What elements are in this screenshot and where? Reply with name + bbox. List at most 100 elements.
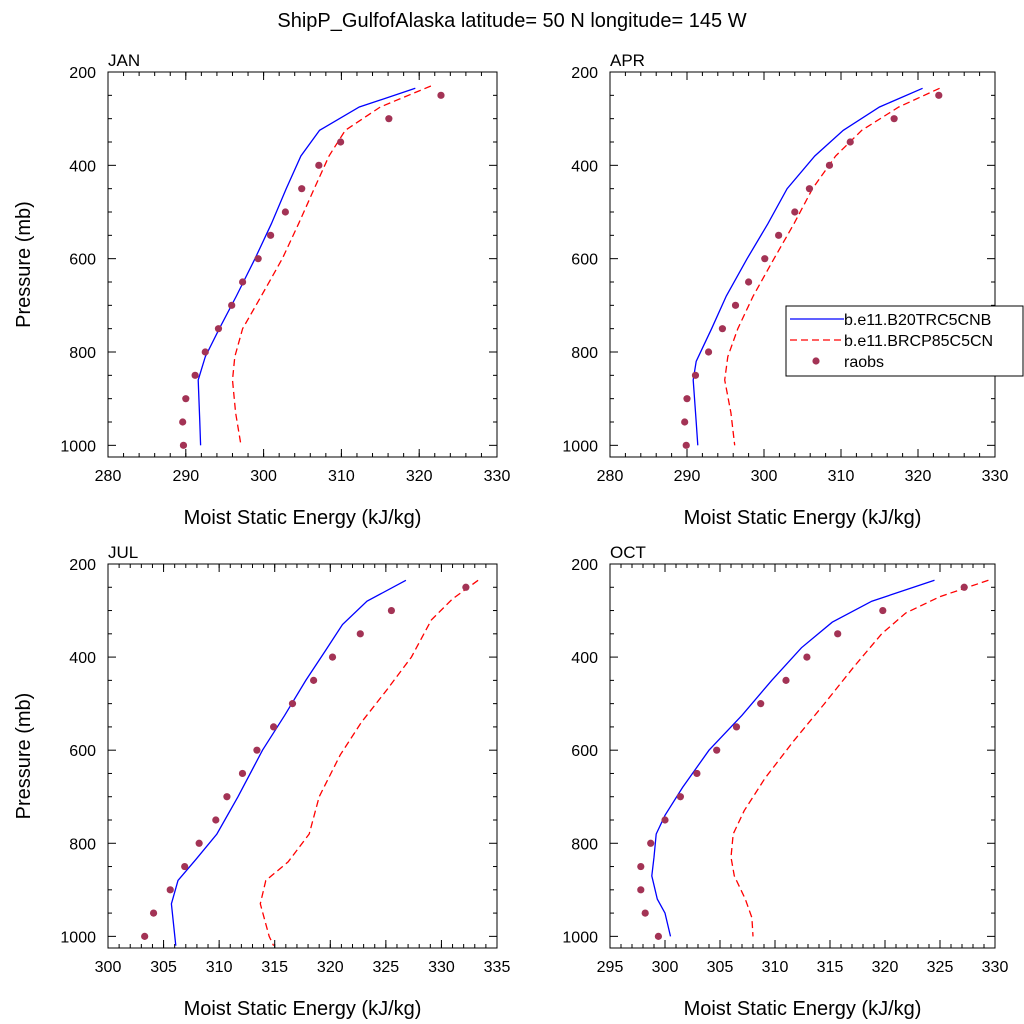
y-tick-label: 400: [69, 650, 96, 667]
x-tick-label: 300: [652, 959, 679, 976]
y-tick-label: 200: [571, 557, 598, 574]
raobs-point: [298, 185, 306, 193]
raobs-point: [212, 816, 220, 824]
x-tick-label: 330: [428, 959, 455, 976]
y-tick-label: 600: [69, 743, 96, 760]
raobs-point: [834, 630, 842, 638]
plot-area: [179, 85, 445, 449]
panel-apr: APR 200 400 600 800 1000 280 290 300 310 320 330 Moi…: [562, 51, 1008, 529]
plot-area: [681, 87, 943, 449]
raobs-point: [182, 395, 190, 403]
panel-title: JAN: [108, 51, 140, 70]
raobs-point: [691, 371, 700, 379]
legend-label: b.e11.B20TRC5CNB: [844, 312, 991, 329]
series-line-b20trc: [651, 579, 935, 937]
raobs-point: [654, 932, 663, 940]
raobs-point: [191, 371, 199, 379]
raobs-point: [315, 161, 323, 169]
raobs-point: [718, 325, 727, 333]
raobs-point: [437, 91, 445, 99]
raobs-point: [775, 231, 783, 239]
raobs-point: [238, 278, 247, 286]
x-axis-label: Moist Static Energy (kJ/kg): [684, 507, 922, 529]
x-tick-label: 295: [597, 959, 624, 976]
raobs-point: [935, 91, 943, 99]
raobs-point: [195, 839, 203, 847]
raobs-point: [676, 793, 685, 801]
x-tick-label: 315: [261, 959, 288, 976]
series-line-brcp85: [724, 87, 940, 446]
x-tick-label: 310: [328, 468, 355, 485]
x-tick-label: 320: [872, 959, 899, 976]
raobs-point: [637, 886, 645, 894]
y-tick-label: 1000: [562, 929, 598, 946]
panel-oct: OCT 200 400 600 800 1000 295 300 305 310 315 320 325…: [562, 543, 1008, 1020]
panels: JAN 200 400 600 800 1000 280 290 300 310 320 330 Moi…: [13, 51, 1008, 1020]
x-axis-label: Moist Static Energy (kJ/kg): [184, 998, 422, 1020]
series-line-brcp85: [730, 579, 989, 937]
raobs-point: [179, 441, 188, 449]
plot-frame: [107, 563, 498, 949]
raobs-point: [693, 769, 701, 778]
x-tick-label: 310: [206, 959, 233, 976]
x-tick-label: 280: [95, 468, 122, 485]
panel-jan: JAN 200 400 600 800 1000 280 290 300 310 320 330 Moi…: [13, 51, 510, 529]
x-tick-label: 330: [982, 468, 1009, 485]
raobs-point: [713, 746, 721, 754]
legend: b.e11.B20TRC5CNB b.e11.BRCP85C5CN raobs: [785, 305, 1024, 377]
x-tick-label: 305: [707, 959, 734, 976]
raobs-point: [890, 115, 898, 123]
x-axis-label: Moist Static Energy (kJ/kg): [184, 507, 422, 529]
x-tick-label: 320: [406, 468, 433, 485]
raobs-point: [791, 208, 799, 216]
x-tick-label: 310: [828, 468, 855, 485]
plot-area: [141, 579, 479, 946]
raobs-point: [141, 932, 149, 940]
raobs-point: [385, 115, 393, 123]
raobs-point: [825, 161, 834, 169]
legend-box: [785, 305, 1024, 377]
y-tick-label: 400: [571, 650, 598, 667]
series-line-b20trc: [170, 579, 407, 946]
series-line-b20trc: [197, 87, 416, 446]
raobs-point: [337, 138, 345, 146]
raobs-point: [757, 700, 765, 708]
y-tick-label: 1000: [60, 929, 96, 946]
raobs-point: [254, 255, 262, 263]
panel-title: JUL: [108, 543, 138, 562]
y-tick-label: 600: [571, 743, 598, 760]
panel-jul: JUL 200 400 600 800 1000 300 305 310 315 320 325 330…: [13, 543, 510, 1020]
x-tick-label: 315: [817, 959, 844, 976]
raobs-point: [761, 255, 769, 263]
raobs-point: [879, 606, 887, 615]
raobs-point: [223, 793, 231, 801]
y-tick-label: 400: [69, 158, 96, 175]
raobs-point: [270, 723, 278, 731]
x-tick-label: 320: [317, 959, 344, 976]
x-tick-label: 280: [597, 468, 624, 485]
y-axis-label: Pressure (mb): [13, 693, 35, 820]
x-tick-label: 335: [484, 959, 511, 976]
plot-frame: [609, 563, 996, 949]
legend-marker: [812, 357, 820, 365]
y-tick-label: 200: [69, 65, 96, 82]
x-tick-label: 310: [762, 959, 789, 976]
raobs-point: [732, 723, 741, 731]
raobs-point: [214, 325, 223, 333]
raobs-point: [310, 676, 318, 684]
legend-label: raobs: [844, 354, 884, 371]
raobs-point: [462, 583, 470, 591]
raobs-point: [267, 231, 275, 239]
y-tick-label: 200: [571, 65, 598, 82]
raobs-point: [745, 278, 753, 286]
raobs-point: [166, 886, 174, 894]
x-tick-label: 325: [927, 959, 954, 976]
raobs-point: [149, 909, 158, 917]
x-tick-label: 330: [982, 959, 1009, 976]
y-tick-label: 600: [69, 252, 96, 269]
raobs-point: [960, 583, 968, 591]
legend-label: b.e11.BRCP85C5CN: [844, 333, 993, 350]
panel-title: OCT: [610, 543, 646, 562]
series-line-brcp85: [231, 85, 432, 446]
